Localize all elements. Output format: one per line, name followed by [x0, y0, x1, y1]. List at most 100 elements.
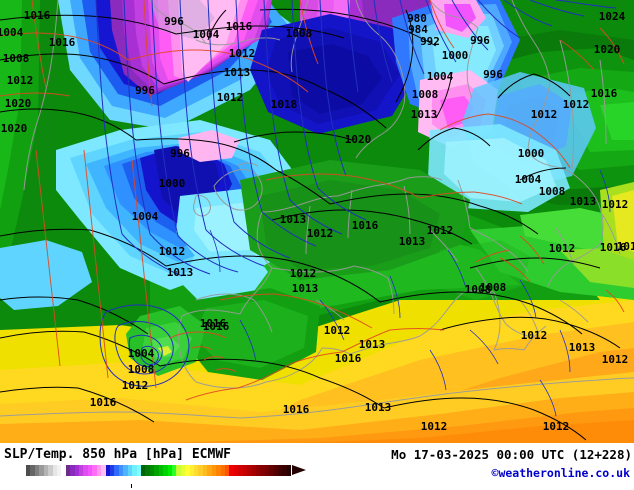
isobar-label: 1020	[594, 43, 621, 56]
colorbar-swatch	[101, 465, 106, 476]
colorbar-swatch	[251, 465, 256, 476]
isobar-label: 992	[420, 35, 440, 48]
colorbar-swatch	[242, 465, 248, 476]
isobar-label: 1004	[132, 210, 159, 223]
colorbar-swatch	[87, 465, 93, 476]
colorbar-swatch	[140, 465, 146, 476]
colorbar-swatch	[149, 465, 155, 476]
colorbar-swatch	[118, 465, 124, 476]
colorbar-swatch	[211, 465, 217, 476]
colorbar-swatch	[154, 465, 159, 476]
isobar-label: 1013	[359, 338, 386, 351]
colorbar-swatch	[216, 465, 221, 476]
colorbar-swatch	[273, 465, 279, 476]
colorbar-swatch	[286, 465, 292, 476]
colorbar-swatch	[34, 465, 40, 476]
map-canvas: 1016100810121020101610041020996996101610…	[0, 0, 634, 443]
isobar-label: 1020	[5, 97, 32, 110]
isobar-label: 996	[483, 68, 503, 81]
isobar-label: 1004	[193, 28, 220, 41]
isobar-label: 1016	[90, 396, 117, 409]
colorbar-swatch	[167, 465, 172, 476]
colorbar-swatch	[198, 465, 203, 476]
copyright-credit[interactable]: ©weatheronline.co.uk	[491, 466, 630, 480]
isobar-label: 1012	[427, 224, 454, 237]
colorbar-swatch	[158, 465, 164, 476]
isobar-label: 1016	[352, 219, 379, 232]
colorbar-swatch	[171, 465, 177, 476]
colorbar-swatch	[39, 465, 44, 476]
isobar-label: 1012	[421, 420, 448, 433]
isobar-label: 1008	[539, 185, 566, 198]
colorbar-swatch	[278, 465, 283, 476]
isobar-label: 1020	[345, 133, 372, 146]
isobar-label: 1008	[412, 88, 439, 101]
valid-time-label: Mo 17-03-2025 00:00 UTC (12+228)	[391, 447, 632, 462]
colorbar-swatch	[114, 465, 119, 476]
isobar-label: 1012	[122, 379, 149, 392]
isobar-label: 1012	[290, 267, 317, 280]
footer-panel: SLP/Temp. 850 hPa [hPa] ECMWF Mo 17-03-2…	[0, 443, 634, 490]
colorbar-swatch	[264, 465, 270, 476]
isobar-label: 1012	[543, 420, 570, 433]
colorbar-swatch	[92, 465, 97, 476]
colorbar-swatch	[74, 465, 80, 476]
colorbar-swatch	[229, 465, 234, 476]
colorbar-swatch	[260, 465, 265, 476]
isobar-label: 1004	[515, 173, 542, 186]
colorbar-swatch	[123, 465, 128, 476]
colorbar[interactable]: -28-22-10012263848	[26, 465, 306, 488]
isobar-label: 1012	[159, 245, 186, 258]
isobar-label: 1013	[411, 108, 438, 121]
colorbar-swatch	[176, 465, 181, 476]
isobar-label: 1016	[203, 320, 230, 333]
colorbar-swatch	[127, 465, 133, 476]
isobar-label: 1008	[465, 283, 492, 296]
isobar-label: 1016	[49, 36, 76, 49]
isobar-label: 1016	[226, 20, 253, 33]
weather-map[interactable]: 1016 1008 1012 1020 1016 1004 1020 996 996 1016 10…	[0, 0, 634, 443]
isobar-label: 1004	[128, 347, 155, 360]
isobar-label: 1012	[521, 329, 548, 342]
isobar-label: 1000	[159, 177, 186, 190]
colorbar-swatch	[52, 465, 57, 476]
isobar-label: 1012	[307, 227, 334, 240]
isobar-label: 1012	[324, 324, 351, 337]
colorbar-swatch	[180, 465, 186, 476]
isobars-black	[0, 8, 621, 441]
colorbar-swatch	[136, 465, 141, 476]
isobar-label: 1013	[280, 213, 307, 226]
isobar-label: 1000	[518, 147, 545, 160]
colorbar-swatch	[56, 465, 62, 476]
isobar-label: 1004	[0, 26, 24, 39]
colorbar-swatch	[43, 465, 49, 476]
colorbar-swatch	[247, 465, 252, 476]
isobar-label: 1016	[591, 87, 618, 100]
colorbar-swatch	[145, 465, 150, 476]
isobar-label: 1012	[549, 242, 576, 255]
isobar-label: 1012	[531, 108, 558, 121]
colorbar-swatch	[220, 465, 225, 476]
isobar-label: 1016	[335, 352, 362, 365]
isobar-label: 1016	[24, 9, 51, 22]
colorbar-swatch	[79, 465, 84, 476]
chart-title: SLP/Temp. 850 hPa [hPa] ECMWF	[4, 447, 231, 462]
isobar-label: 996	[170, 147, 190, 160]
colorbar-swatch	[233, 465, 239, 476]
colorbar-swatch	[185, 465, 190, 476]
isobar-label: 1020	[1, 122, 28, 135]
isobar-label: 1013	[365, 401, 392, 414]
isobar-label: 1016	[617, 240, 634, 253]
colorbar-swatch	[255, 465, 261, 476]
isobar-label: 1013	[224, 66, 251, 79]
temperature-shading	[0, 0, 634, 443]
isobar-label: 1012	[602, 198, 629, 211]
isobar-label: 996	[164, 15, 184, 28]
colorbar-swatch	[163, 465, 168, 476]
isobar-label: 984	[408, 23, 428, 36]
isobar-label-group: 1016100810121020101610041020996996101610…	[0, 9, 634, 433]
isobar-label: 1024	[599, 10, 626, 23]
colorbar-swatches	[26, 465, 292, 476]
colorbar-swatch	[110, 465, 115, 476]
